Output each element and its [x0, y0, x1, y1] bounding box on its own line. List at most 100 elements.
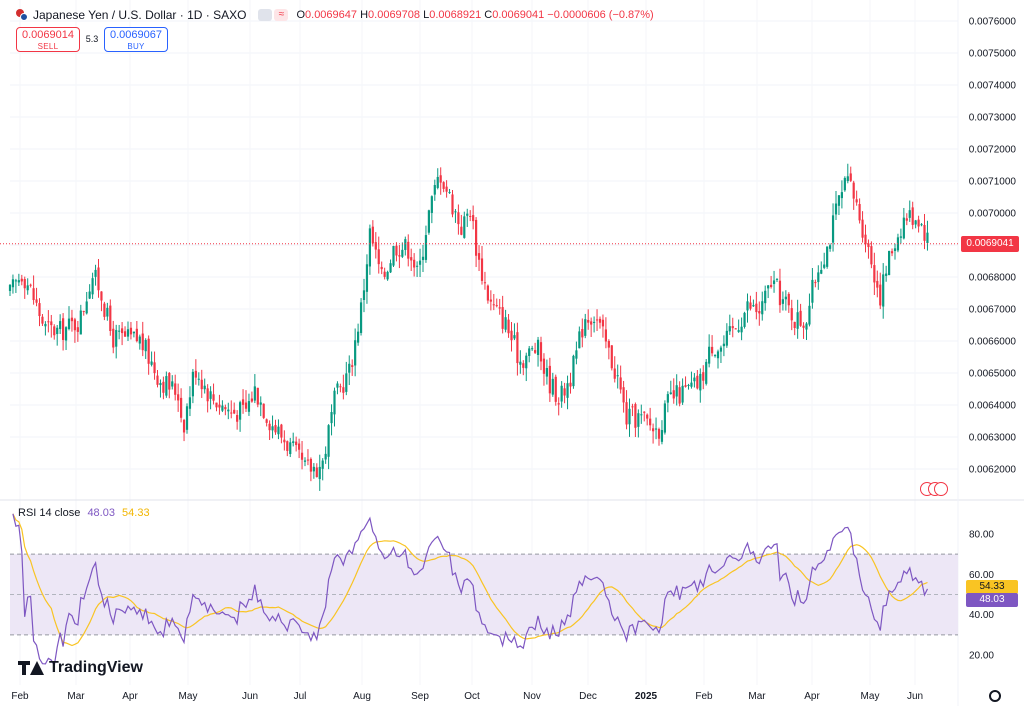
time-tick-label: Mar [748, 691, 766, 702]
candle-body [781, 299, 784, 304]
candle-body [357, 331, 360, 343]
candle-body [14, 280, 17, 282]
time-tick-label: Nov [523, 691, 541, 702]
candle-body [115, 330, 118, 347]
candle-body [477, 253, 481, 260]
candle-body [194, 370, 197, 378]
price-tick-label: 0.0074000 [969, 81, 1017, 92]
rsi-value-tag: 48.03 [966, 593, 1018, 607]
candle-body [241, 399, 245, 405]
candle-body [805, 323, 808, 330]
candle-body [159, 383, 162, 386]
candle-body [91, 278, 94, 295]
candle-body [109, 305, 112, 331]
candle-body [469, 215, 472, 217]
rsi-label: RSI 14 close [18, 507, 81, 519]
candle-body [525, 355, 528, 369]
candlestick-series [8, 163, 929, 491]
currency-badge-icon[interactable] [920, 482, 948, 496]
candle-body [359, 302, 363, 333]
candle-body [601, 319, 605, 327]
candle-body [728, 326, 731, 332]
candle-body [79, 310, 82, 335]
candle-body [454, 211, 457, 213]
settings-gear-icon[interactable] [989, 690, 1001, 702]
candle-body [351, 365, 354, 367]
candle-body [29, 284, 32, 286]
candle-body [424, 235, 428, 260]
candle-body [439, 175, 442, 183]
candle-body [640, 414, 643, 416]
rsi-legend[interactable]: RSI 14 close 48.03 54.33 [18, 507, 150, 519]
candle-body [796, 312, 799, 329]
candle-body [168, 372, 171, 390]
candle-body [522, 363, 525, 368]
candle-body [73, 319, 76, 331]
status-dot-button[interactable] [258, 9, 273, 21]
candle-body [551, 378, 554, 395]
candle-body [97, 267, 100, 291]
candle-body [858, 204, 861, 221]
candle-body [53, 326, 56, 336]
candle-body [250, 398, 253, 402]
tradingview-logo[interactable]: TradingView [18, 659, 143, 677]
rsi-tick-label: 60.00 [969, 570, 994, 581]
candle-body [416, 265, 419, 267]
candle-body [758, 311, 761, 314]
candle-body [283, 439, 286, 443]
candle-body [613, 368, 616, 379]
candle-body [734, 328, 737, 330]
candle-body [174, 383, 177, 395]
candle-body [383, 271, 386, 277]
sell-button[interactable]: 0.0069014 SELL [16, 27, 80, 52]
brand-name: TradingView [49, 659, 143, 676]
wave-icon[interactable]: ≈ [274, 9, 289, 21]
candle-body [138, 336, 141, 344]
candle-body [85, 301, 88, 314]
candle-body [309, 458, 312, 472]
candle-body [666, 394, 669, 403]
candle-body [492, 304, 495, 306]
candle-body [504, 317, 507, 330]
candle-body [218, 404, 221, 408]
buy-button[interactable]: 0.0069067 BUY [104, 27, 168, 52]
time-tick-label: Jun [907, 691, 923, 702]
candle-body [41, 316, 44, 324]
open-value: 0.0069647 [305, 9, 358, 21]
candle-body [539, 342, 543, 362]
candle-body [315, 467, 318, 478]
symbol-title[interactable]: Japanese Yen / U.S. Dollar · 1D · SAXO [33, 8, 247, 22]
candle-body [628, 408, 631, 425]
candle-body [401, 249, 404, 257]
candle-body [200, 379, 203, 390]
time-tick-label: Feb [11, 691, 29, 702]
candle-body [917, 219, 920, 227]
candle-body [244, 402, 248, 409]
candle-body [486, 285, 489, 301]
candle-body [433, 185, 436, 195]
candle-body [675, 385, 678, 397]
candle-body [749, 302, 752, 309]
time-axis[interactable]: Feb Mar Apr May Jun Jul Aug Sep Oct Nov Dec 2025 Feb… [11, 691, 923, 702]
candle-body [711, 346, 714, 354]
candle-body [554, 376, 557, 402]
price-tick-label: 0.0064000 [969, 401, 1017, 412]
candle-body [885, 273, 888, 276]
candle-body [572, 355, 575, 387]
candle-body [70, 317, 74, 322]
candle-body [581, 329, 584, 338]
candle-body [76, 327, 79, 332]
candle-body [106, 307, 109, 317]
high-label: H [360, 9, 369, 21]
candle-body [625, 402, 628, 425]
candle-body [306, 459, 310, 461]
candle-body [480, 258, 484, 281]
candle-body [705, 361, 708, 384]
candle-body [339, 386, 342, 388]
candle-body [829, 245, 832, 249]
candle-body [681, 385, 684, 403]
candle-body [722, 343, 725, 347]
price-tick-label: 0.0070000 [969, 209, 1017, 220]
candle-body [295, 441, 298, 446]
